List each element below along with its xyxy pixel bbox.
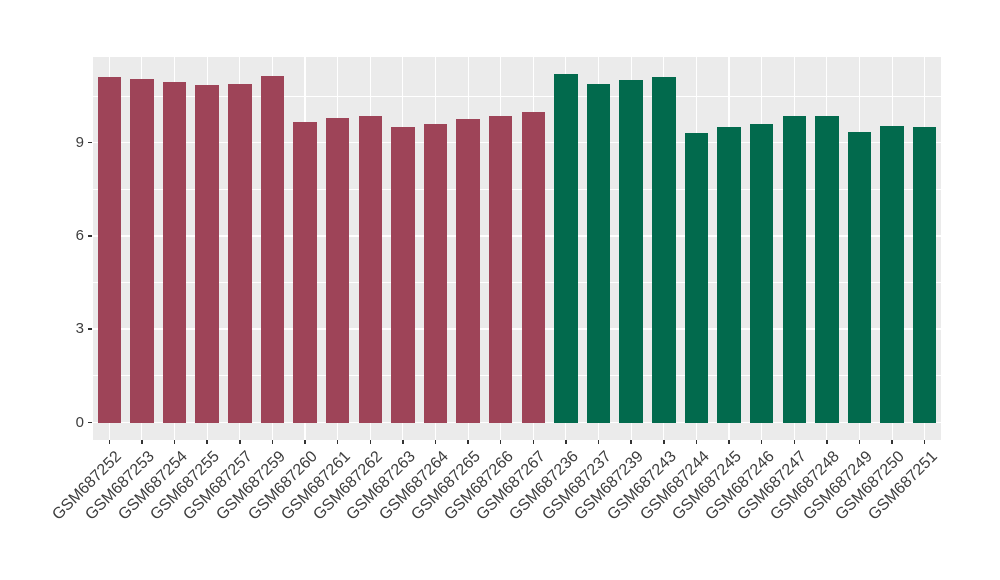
bar <box>554 74 578 423</box>
x-tick-mark <box>434 440 437 444</box>
bar <box>488 116 513 423</box>
x-tick-mark <box>108 440 111 444</box>
x-tick-mark <box>499 440 502 444</box>
bar <box>228 83 252 423</box>
x-tick-mark <box>141 440 143 444</box>
x-tick-mark <box>728 440 730 444</box>
x-tick-mark <box>402 440 404 444</box>
x-tick-mark <box>663 440 665 444</box>
minor-gridline <box>93 188 941 190</box>
y-tick-label: 6 <box>75 226 84 244</box>
minor-gridline <box>93 375 941 377</box>
bar <box>684 133 709 423</box>
major-gridline <box>93 141 941 144</box>
y-tick-label: 3 <box>75 320 84 338</box>
x-tick-mark <box>467 440 469 444</box>
bar <box>456 119 480 423</box>
x-tick-mark <box>206 440 208 444</box>
x-tick-mark <box>923 440 926 444</box>
major-gridline <box>93 328 941 330</box>
bar <box>260 75 285 423</box>
bar <box>912 127 937 423</box>
x-tick-mark <box>336 440 339 444</box>
x-tick-mark <box>858 440 861 444</box>
bar <box>130 78 154 423</box>
y-tick-label: 0 <box>75 413 84 431</box>
y-tick-mark <box>88 235 92 237</box>
x-tick-mark <box>173 440 176 444</box>
y-tick-mark <box>88 421 92 424</box>
y-tick-mark <box>88 141 92 144</box>
major-gridline <box>93 421 941 424</box>
bar <box>652 77 676 423</box>
bar <box>423 123 448 423</box>
bar <box>97 77 122 423</box>
y-tick-label: 9 <box>75 133 84 151</box>
x-tick-mark <box>826 440 828 444</box>
x-tick-mark <box>304 440 306 444</box>
x-tick-mark <box>565 440 567 444</box>
major-gridline <box>93 235 941 237</box>
x-tick-mark <box>597 440 600 444</box>
bar <box>782 116 806 423</box>
x-tick-mark <box>532 440 535 444</box>
bar <box>847 131 872 423</box>
bar <box>391 127 415 423</box>
y-tick-mark <box>88 328 92 330</box>
bar <box>619 80 643 423</box>
x-tick-mark <box>891 440 893 444</box>
bar <box>749 123 774 423</box>
x-tick-mark <box>695 440 698 444</box>
x-tick-mark <box>239 440 241 444</box>
bar <box>293 122 317 423</box>
minor-gridline <box>93 282 941 283</box>
plot-panel <box>93 57 941 440</box>
bar <box>358 116 382 423</box>
bar <box>815 116 839 423</box>
bar <box>325 117 350 423</box>
x-tick-mark <box>760 440 763 444</box>
bar <box>717 127 741 423</box>
bar <box>195 85 219 423</box>
x-tick-mark <box>630 440 632 444</box>
x-tick-mark <box>369 440 371 444</box>
bar <box>880 125 904 423</box>
x-tick-mark <box>793 440 795 444</box>
x-tick-mark <box>271 440 274 444</box>
bar <box>586 83 611 423</box>
minor-gridline <box>93 95 941 97</box>
bar <box>521 111 546 423</box>
bar <box>162 82 187 423</box>
